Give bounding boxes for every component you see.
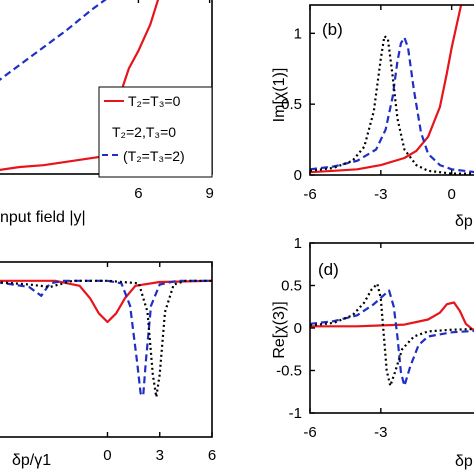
- x-axis-label-a: nput field |y|: [0, 209, 86, 226]
- series-line-c-2: [0, 279, 212, 399]
- series-line-b-1: [310, 36, 474, 174]
- legend-label-red: T₂=T₃=0: [128, 93, 181, 109]
- panel-label-d: (d): [318, 260, 339, 279]
- x-tick-label-d-0: -6: [303, 424, 316, 441]
- axis-frame-c: [0, 261, 213, 438]
- series-line-b-0: [310, 5, 463, 174]
- x-axis-label-b: δp: [455, 213, 473, 230]
- x-tick-label-b-0: -6: [303, 186, 316, 203]
- legend-label-blue-2: (T₂=T₃=2): [123, 148, 185, 164]
- y-tick-label-b-1: 0.5: [281, 96, 302, 113]
- panel-c: 0 3 6 δp/γ1: [0, 261, 216, 469]
- series-line-d-0: [310, 301, 474, 331]
- panel-label-b: (b): [322, 20, 343, 39]
- y-tick-label-d-2: 0: [294, 320, 302, 337]
- x-tick-label-c-2: 6: [208, 447, 216, 464]
- x-axis-label-c: δp/γ1: [12, 452, 51, 469]
- x-tick-label-c-1: 3: [156, 447, 164, 464]
- x-tick-label-a-1: 9: [205, 185, 213, 202]
- series-line-b-2: [310, 35, 474, 175]
- y-axis-label-b: Im[χ(1)]: [271, 68, 288, 123]
- series-line-c-1: [0, 279, 212, 397]
- y-tick-label-b-2: 1: [294, 25, 302, 42]
- panel-b: -6 -3 0 0 0.5 1 δp Im[χ(1)] (b): [271, 4, 474, 230]
- x-tick-label-b-1: -3: [374, 186, 387, 203]
- series-line-d-2: [310, 282, 474, 387]
- series-line-d-1: [310, 289, 474, 387]
- axis-frame-b: [309, 4, 474, 176]
- panel-d: -6 -3 -1 -0.5 0 0.5 1 δp Re[χ(3)] (d): [271, 235, 474, 470]
- y-axis-label-d: Re[χ(3)]: [271, 301, 288, 358]
- x-tick-label-a-0: 6: [134, 185, 142, 202]
- y-tick-label-b-0: 0: [294, 167, 302, 184]
- series-line-c-0: [0, 279, 212, 324]
- y-tick-label-d-3: 0.5: [281, 278, 302, 295]
- y-tick-label-d-1: -0.5: [276, 363, 302, 380]
- series-line-a-1: [0, 0, 107, 81]
- y-tick-label-d-0: -1: [289, 405, 302, 422]
- y-tick-label-d-4: 1: [294, 235, 302, 252]
- x-axis-label-d: δp: [455, 453, 473, 470]
- legend: T₂=T₃=0 T₂=2,T₃=0 (T₂=T₃=2): [98, 86, 213, 178]
- x-tick-label-d-1: -3: [374, 424, 387, 441]
- x-tick-label-b-2: 0: [447, 186, 455, 203]
- legend-label-blue: T₂=2,T₃=0: [112, 124, 176, 140]
- x-tick-label-c-0: 0: [103, 447, 111, 464]
